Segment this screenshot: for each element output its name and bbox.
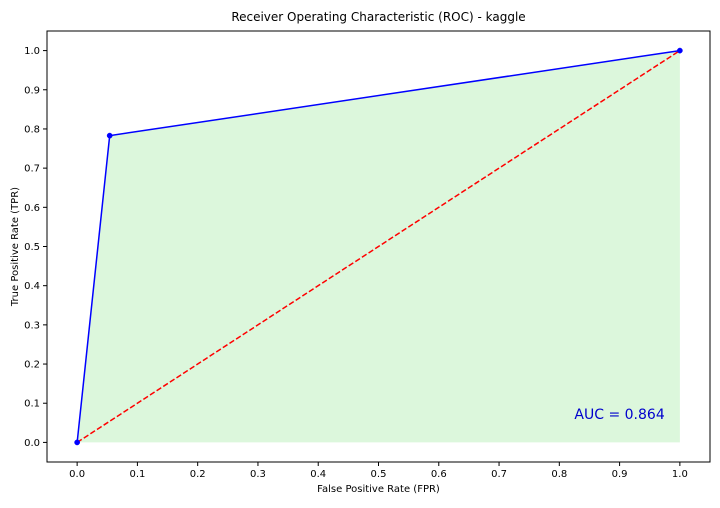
y-tick-label: 0.1 [24, 399, 40, 410]
x-tick-label: 0.9 [612, 469, 628, 480]
chart-title: Receiver Operating Characteristic (ROC) … [231, 10, 525, 24]
y-tick-label: 0.5 [24, 242, 40, 253]
roc-point [677, 47, 683, 54]
x-tick-label: 0.7 [491, 469, 507, 480]
auc-annotation: AUC = 0.864 [574, 407, 664, 423]
y-tick-label: 0.8 [24, 124, 40, 135]
chance-diagonal-line [76, 49, 681, 444]
x-tick-label: 0.5 [371, 469, 387, 480]
y-tick-label: 0.2 [24, 360, 40, 371]
x-tick-label: 0.3 [250, 469, 266, 480]
x-tick-label: 0.2 [190, 469, 206, 480]
roc-point [74, 439, 80, 446]
roc-point [106, 132, 113, 139]
series-layer [74, 47, 683, 446]
x-tick-label: 1.0 [672, 469, 688, 480]
annotation-layer: AUC = 0.864 [574, 407, 664, 423]
y-tick-label: 0.9 [24, 85, 40, 96]
y-axis-ticks: 0.0 0.1 0.2 0.3 0.4 0.5 0.6 0.7 0.8 0.9 1.0 [24, 46, 47, 449]
x-tick-label: 0.1 [129, 469, 145, 480]
x-tick-label: 0.8 [551, 469, 567, 480]
x-tick-label: 0.6 [431, 469, 447, 480]
x-tick-label: 0.4 [310, 469, 326, 480]
y-tick-label: 0.0 [24, 438, 40, 449]
y-tick-label: 1.0 [24, 46, 40, 57]
y-tick-label: 0.3 [24, 320, 40, 331]
y-tick-label: 0.4 [24, 281, 40, 292]
y-tick-label: 0.6 [24, 203, 40, 214]
y-axis-label: True Positive Rate (TPR) [10, 187, 21, 307]
x-axis-ticks: 0.0 0.1 0.2 0.3 0.4 0.5 0.6 0.7 0.8 0.9 1.0 [69, 462, 688, 480]
x-tick-label: 0.0 [69, 469, 85, 480]
y-tick-label: 0.7 [24, 164, 40, 175]
x-axis-label: False Positive Rate (FPR) [317, 484, 440, 495]
